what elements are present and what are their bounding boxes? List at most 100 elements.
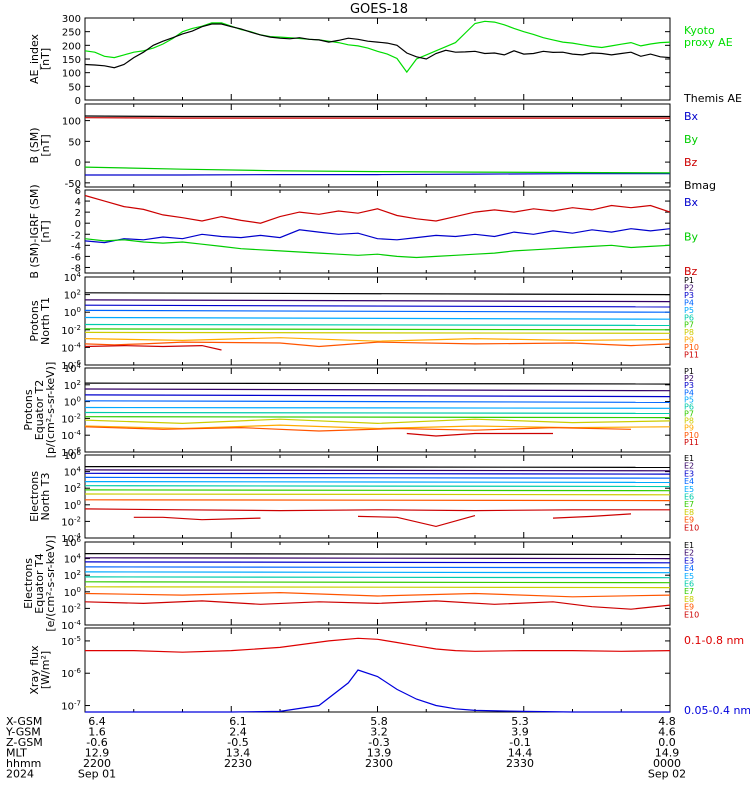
legend-p2: P2	[684, 283, 694, 292]
series-line-by	[84, 166, 671, 174]
row-label-z-gsm: Z-GSM	[6, 736, 43, 749]
row-label-mlt: MLT	[6, 747, 27, 760]
panel-frame	[84, 367, 671, 453]
y-tick-label: 100	[64, 499, 81, 512]
legend-p5: P5	[684, 306, 694, 315]
y-tick-label: 104	[64, 271, 82, 284]
legend-p6: P6	[684, 402, 694, 411]
series-line-by	[84, 238, 671, 259]
series-line-e3	[84, 472, 671, 475]
y-tick-label: 2	[75, 208, 81, 219]
y-axis-label: ProtonsEquator T2[p/(cm²-s-sr-keV)]	[22, 362, 57, 459]
y-tick-label: 50	[68, 82, 81, 93]
legend-p2: P2	[684, 374, 694, 383]
y-tick-label: 10-5	[61, 635, 81, 648]
series-line-p3	[84, 304, 671, 308]
series-line-p1	[84, 382, 671, 385]
series-line-e6	[84, 576, 671, 579]
y-tick-label: 10-2	[61, 515, 81, 528]
y-axis-label: ProtonsNorth T1	[28, 297, 52, 345]
y-tick-label: 6	[75, 186, 81, 197]
y-axis-label: ElectronsNorth T3	[28, 471, 52, 522]
panel-protons-t1: 10-6 10-4 10-2 100 102 104 ProtonsNorth T1 P1P2…	[28, 271, 699, 372]
series-line-p7	[84, 328, 671, 331]
series-line-e8	[84, 493, 671, 496]
legend-p10: P10	[684, 431, 699, 440]
y-axis-label: AE_index[nT]	[28, 33, 52, 84]
legend-bx: Bx	[684, 196, 699, 209]
row-label-y-gsm: Y-GSM	[5, 726, 41, 739]
ephemeris-value: -0.5	[227, 736, 248, 749]
y-tick-label: 104	[64, 553, 82, 566]
legend-e4: E4	[684, 564, 694, 573]
ephemeris-value: -0.6	[86, 736, 107, 749]
panel-frame	[84, 17, 671, 101]
legend-e1: E1	[684, 541, 694, 550]
ephemeris-value: -0.1	[509, 736, 530, 749]
ephemeris-value: 13.4	[226, 747, 251, 760]
series-line-e7	[84, 581, 671, 584]
ephemeris-value: 0000	[653, 757, 681, 770]
y-tick-label: 100	[64, 396, 81, 409]
ephemeris-value: Sep 02	[648, 768, 686, 781]
y-tick-label: 102	[64, 289, 81, 302]
ephemeris-value: 2.4	[229, 726, 247, 739]
y-tick-label: 300	[62, 14, 81, 25]
y-tick-label: 150	[62, 55, 81, 66]
legend-p7: P7	[684, 321, 694, 330]
series-line-p9	[84, 337, 671, 342]
y-tick-label: 10-4	[61, 532, 81, 545]
legend-themis-ae: Themis AE	[683, 92, 742, 105]
y-tick-label: 104	[64, 362, 82, 375]
legend-e3: E3	[684, 556, 694, 565]
legend-e3: E3	[684, 469, 694, 478]
legend-p11: P11	[684, 351, 699, 360]
ephemeris-value: 2200	[83, 757, 111, 770]
ephemeris-value: 0.0	[658, 736, 676, 749]
series-line-e5	[84, 571, 671, 574]
legend-p7: P7	[684, 410, 694, 419]
ephemeris-value: 14.9	[655, 747, 680, 760]
legend-p9: P9	[684, 336, 694, 345]
y-tick-label: -2	[71, 230, 81, 241]
series-line-bx	[85, 173, 670, 176]
legend-p1: P1	[684, 367, 694, 376]
series-line-0-05-0-4-nm	[85, 669, 670, 713]
ephemeris-value: 2230	[224, 757, 252, 770]
y-tick-label: 10-2	[61, 412, 81, 425]
ephemeris-value: 12.9	[85, 747, 110, 760]
legend-e9: E9	[684, 603, 694, 612]
legend-bmag: Bmag	[684, 179, 716, 192]
series-line-bmag	[84, 115, 670, 118]
y-tick-label: 10-2	[61, 602, 81, 615]
series-line-e5	[84, 481, 671, 483]
legend-bx: Bx	[684, 110, 699, 123]
series-line-e9	[84, 499, 671, 502]
series-line-e4	[84, 476, 671, 479]
y-tick-label: 10-4	[61, 429, 81, 442]
legend-p1: P1	[684, 276, 694, 285]
ephemeris-value: 14.4	[508, 747, 533, 760]
legend-e8: E8	[684, 595, 694, 604]
y-tick-label: 50	[68, 137, 81, 148]
series-line-e10	[84, 508, 670, 512]
y-tick-label: -50	[65, 179, 81, 190]
series-line-e6	[84, 485, 671, 488]
series-line-themis-ae	[84, 23, 671, 69]
panel-frame	[84, 627, 671, 713]
ephemeris-value: 4.8	[658, 715, 676, 728]
y-tick-label: 10-4	[61, 341, 81, 354]
y-tick-label: 102	[64, 379, 81, 392]
series-line-e1	[84, 466, 671, 468]
legend-by: By	[684, 231, 699, 244]
series-line-e3	[84, 561, 671, 564]
legend-e10: E10	[684, 610, 699, 619]
series-line-e8	[84, 586, 671, 589]
y-tick-label: 250	[62, 28, 81, 39]
legend-e1: E1	[684, 454, 694, 463]
legend-e9: E9	[684, 516, 694, 525]
legend-kyoto-proxy-ae: Kyoto proxy AE	[684, 24, 733, 49]
legend-bz: Bz	[684, 156, 698, 169]
